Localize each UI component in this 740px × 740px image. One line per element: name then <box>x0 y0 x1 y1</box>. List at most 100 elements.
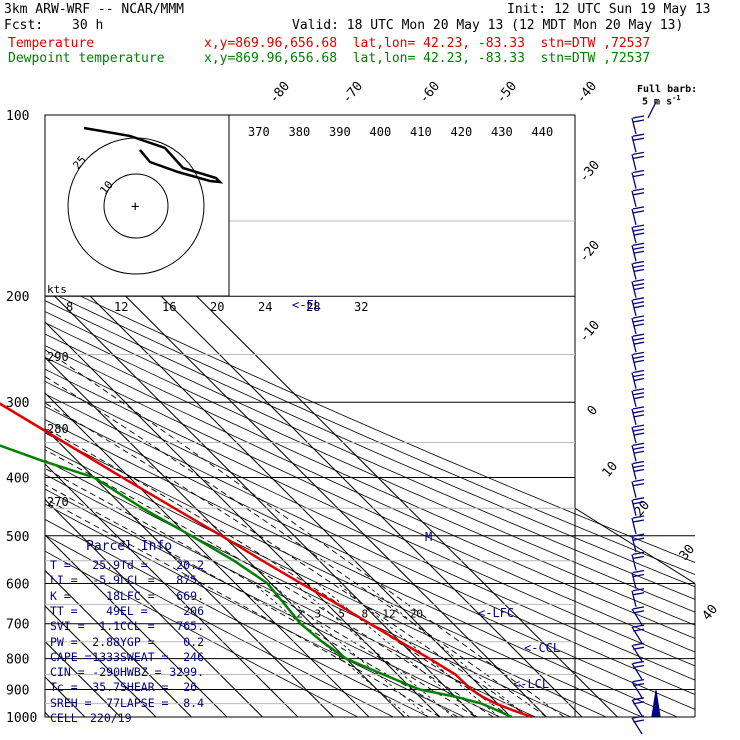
parcel-row: T = 25.9Td = 20.2 <box>50 558 204 572</box>
model-title: 3km ARW-WRF -- NCAR/MMM <box>4 2 185 17</box>
parcel-k2: SWEAT = <box>120 649 169 664</box>
hodograph-speed-label: 20 <box>210 300 224 314</box>
annotation-lfc: <-LFC <box>478 606 514 620</box>
wind-barb <box>631 333 645 353</box>
parcel-v2: 8.4 <box>183 695 204 710</box>
pressure-label: 200 <box>6 290 29 305</box>
parcel-row: PW = 2.88YGP = 0.2 <box>50 635 204 649</box>
wind-barb <box>631 369 645 389</box>
wind-barb <box>631 606 645 626</box>
pressure-label: 100 <box>6 109 29 124</box>
theta-label: 380 <box>289 125 311 139</box>
parcel-row: Tc = 35.7SHEAR = 26. <box>50 680 204 694</box>
wind-barb <box>631 115 645 135</box>
parcel-v2: 875. <box>176 573 204 588</box>
theta-side-label: 280 <box>47 422 69 436</box>
wind-barb <box>631 169 645 189</box>
init-time: Init: 12 UTC Sun 19 May 13 <box>507 2 711 17</box>
hodograph-ring <box>103 173 169 239</box>
temperature-labels: -80 -70 -60 -50 -40 -30 -20 -10 0 10 20 30 40 <box>267 79 722 624</box>
annotation-m: M <box>425 530 432 544</box>
parcel-row: CAPE =1333SWEAT = 246 <box>50 650 204 664</box>
parcel-row: SREH = 77LAPSE = 8.4 <box>50 696 204 710</box>
temperature-label: -40 <box>574 79 601 107</box>
temperature-label: 0 <box>585 403 602 419</box>
isotherm-line <box>45 392 370 718</box>
temperature-profile-line <box>0 402 533 719</box>
wind-barb <box>631 278 645 298</box>
theta-label: 420 <box>451 125 473 139</box>
valid-time: Valid: 18 UTC Mon 20 May 13 (12 MDT Mon … <box>292 18 684 33</box>
mixing-ratio-label: 3 <box>314 608 321 621</box>
wind-barb <box>631 551 645 571</box>
mixing-ratio-label: 12 <box>382 608 395 621</box>
theta-side-label: 290 <box>47 350 69 364</box>
parcel-k2: YGP = <box>120 634 155 649</box>
isotherm-line <box>45 463 299 718</box>
pressure-labels: 100 200 300 400 500 600 700 800 900 1000 <box>6 109 37 726</box>
wind-barb <box>631 424 645 444</box>
parcel-k1: K = <box>50 588 71 603</box>
temperature-label: -60 <box>417 79 444 107</box>
parcel-v1: 77 <box>106 695 120 710</box>
temperature-label: 30 <box>677 542 699 564</box>
dewpoint-legend: Dewpoint temperature <box>8 51 165 66</box>
annotation-el: <-EL <box>292 298 321 312</box>
hodograph-center-marker: + <box>131 199 139 215</box>
wind-barb <box>631 242 645 262</box>
isotherm-line <box>45 605 157 718</box>
temperature-legend: Temperature <box>8 36 95 51</box>
pressure-label: 1000 <box>6 711 37 726</box>
hodograph-speed-label: 16 <box>162 300 176 314</box>
wind-barb <box>631 660 645 680</box>
parcel-k2: CCL = <box>120 619 155 634</box>
hodograph-speed-label: 12 <box>114 300 128 314</box>
theta-label: 390 <box>329 125 351 139</box>
wind-barb <box>631 533 645 553</box>
parcel-v2: 206 <box>183 603 204 618</box>
parcel-row-cell: CELL 220/19 <box>50 711 132 725</box>
wind-barb <box>631 715 645 735</box>
forecast-hour: 30 h <box>72 18 104 33</box>
mixing-ratio-label: 8 <box>361 608 368 621</box>
parcel-v2: 26. <box>183 680 204 695</box>
theta-label: 440 <box>532 125 554 139</box>
parcel-row: CIN = -290HWBZ = 3299. <box>50 665 204 679</box>
theta-label: 400 <box>370 125 392 139</box>
parcel-row: TT = 49EL = 206 <box>50 604 204 618</box>
wind-barb <box>631 351 645 371</box>
temperature-label: -30 <box>577 158 604 186</box>
isotherm-line <box>45 534 228 718</box>
moist-adiabat-line <box>45 467 476 718</box>
wind-barbs <box>631 101 661 735</box>
wind-barb <box>631 697 645 717</box>
parcel-k1: T = <box>50 558 71 572</box>
wind-barb <box>631 442 645 462</box>
mixing-ratio-label: 5 <box>338 608 345 621</box>
dewpoint-profile-line <box>0 444 513 719</box>
wind-barb <box>631 497 645 516</box>
parcel-v1: 1.1 <box>99 619 120 634</box>
parcel-v1: 2.88 <box>92 634 120 649</box>
parcel-row: SVI = 1.1CCL = 765. <box>50 619 204 633</box>
wind-barb <box>631 678 645 698</box>
parcel-k2: LCL = <box>120 573 155 588</box>
pressure-label: 400 <box>6 471 29 486</box>
isotherm-line <box>45 214 547 718</box>
wind-barb <box>631 133 645 153</box>
parcel-v1: 1333 <box>92 649 120 664</box>
dewpoint-location: x,y=869.96,656.68 lat,lon= 42.23, -83.33… <box>204 51 651 66</box>
temperature-label: -10 <box>577 318 604 346</box>
hodograph-speed-label: 24 <box>258 300 272 314</box>
hodograph-speed-label: 32 <box>354 300 368 314</box>
parcel-v2: 20.2 <box>176 558 204 572</box>
parcel-info-box: Parcel Info T = 25.9Td = 20.2 LI = -5.9LCL =… <box>46 537 232 735</box>
parcel-v1: 35.7 <box>92 680 120 695</box>
wind-barb <box>631 297 645 316</box>
parcel-cell-value: 220/19 <box>90 711 132 725</box>
barb-legend-sample <box>647 101 657 119</box>
wind-barb <box>631 188 645 207</box>
parcel-k1: SVI = <box>50 619 85 634</box>
parcel-k2: EL = <box>120 603 148 618</box>
